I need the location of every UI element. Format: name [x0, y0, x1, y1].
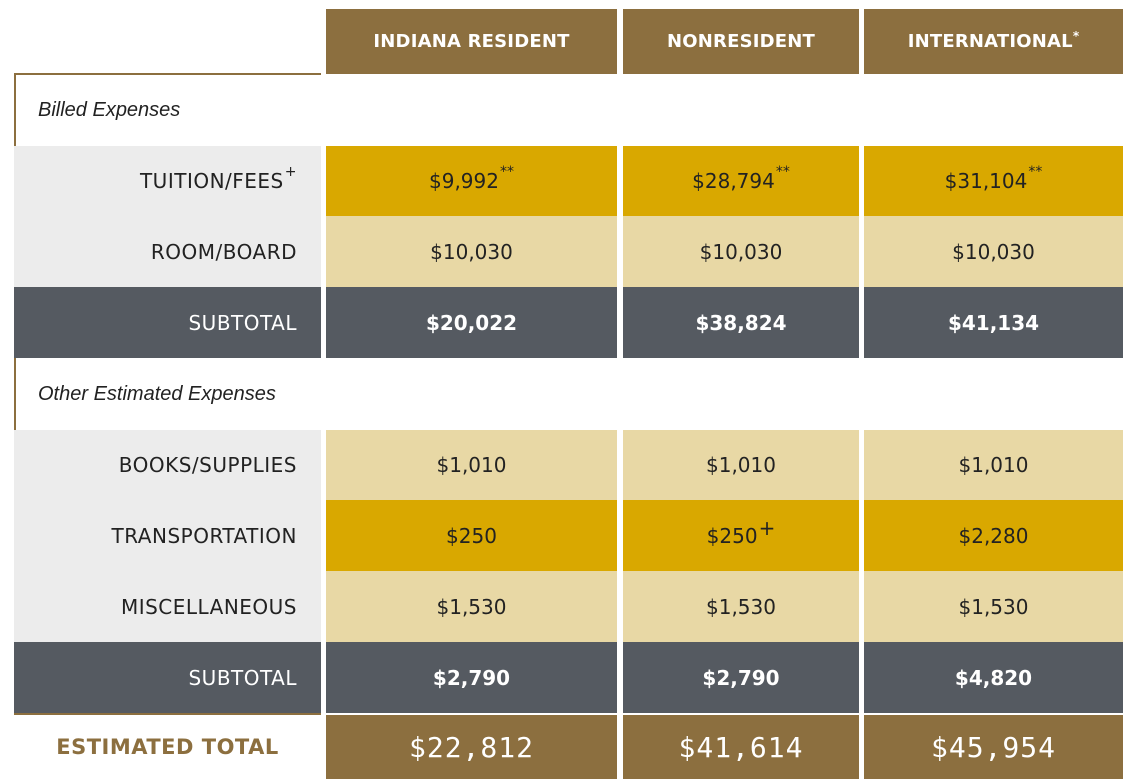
- header-international: INTERNATIONAL *: [864, 9, 1123, 74]
- transport-nonresident-value: $250 +: [623, 500, 859, 571]
- section-other-expenses: Other Estimated Expenses: [38, 383, 276, 405]
- row-label-estimated-total: ESTIMATED TOTAL: [14, 715, 321, 779]
- tuition-international-value: $31,104 **: [864, 146, 1123, 216]
- room-indiana-value: $10,030: [326, 216, 617, 287]
- row-label-tuition-fees: TUITION/FEES +: [14, 146, 321, 216]
- row-label-subtotal-billed: SUBTOTAL: [14, 287, 321, 358]
- subtotal-billed-indiana-value: $20,022: [326, 287, 617, 358]
- subtotal-other-international-value: $4,820: [864, 642, 1123, 713]
- total-international-value: $45,954: [864, 715, 1123, 779]
- frame-left-line: [14, 73, 16, 714]
- row-label-transportation: TRANSPORTATION: [14, 500, 321, 571]
- tuition-nonresident-mark: **: [775, 164, 790, 180]
- section-billed-expenses: Billed Expenses: [38, 99, 181, 121]
- tuition-plus-mark: +: [284, 164, 297, 180]
- books-indiana-value: $1,010: [326, 430, 617, 500]
- transport-indiana-value: $250: [326, 500, 617, 571]
- room-nonresident-value: $10,030: [623, 216, 859, 287]
- frame-top-line: [14, 73, 321, 75]
- subtotal-other-nonresident-value: $2,790: [623, 642, 859, 713]
- misc-international-value: $1,530: [864, 571, 1123, 642]
- books-international-value: $1,010: [864, 430, 1123, 500]
- transport-international-value: $2,280: [864, 500, 1123, 571]
- room-international-value: $10,030: [864, 216, 1123, 287]
- header-international-asterisk: *: [1072, 28, 1080, 43]
- total-indiana-value: $22,812: [326, 715, 617, 779]
- misc-indiana-value: $1,530: [326, 571, 617, 642]
- tuition-international-mark: **: [1028, 164, 1043, 180]
- transport-nonresident-plus-mark: +: [758, 515, 776, 540]
- row-label-subtotal-other: SUBTOTAL: [14, 642, 321, 713]
- subtotal-billed-nonresident-value: $38,824: [623, 287, 859, 358]
- books-nonresident-value: $1,010: [623, 430, 859, 500]
- header-nonresident: NONRESIDENT: [623, 9, 859, 74]
- tuition-nonresident-value: $28,794 **: [623, 146, 859, 216]
- tuition-indiana-value: $9,992 **: [326, 146, 617, 216]
- row-label-miscellaneous: MISCELLANEOUS: [14, 571, 321, 642]
- row-label-books-supplies: BOOKS/SUPPLIES: [14, 430, 321, 500]
- tuition-indiana-mark: **: [499, 164, 514, 180]
- subtotal-other-indiana-value: $2,790: [326, 642, 617, 713]
- total-nonresident-value: $41,614: [623, 715, 859, 779]
- subtotal-billed-international-value: $41,134: [864, 287, 1123, 358]
- frame-bottom-line: [14, 713, 321, 715]
- row-label-room-board: ROOM/BOARD: [14, 216, 321, 287]
- header-indiana-resident: INDIANA RESIDENT: [326, 9, 617, 74]
- misc-nonresident-value: $1,530: [623, 571, 859, 642]
